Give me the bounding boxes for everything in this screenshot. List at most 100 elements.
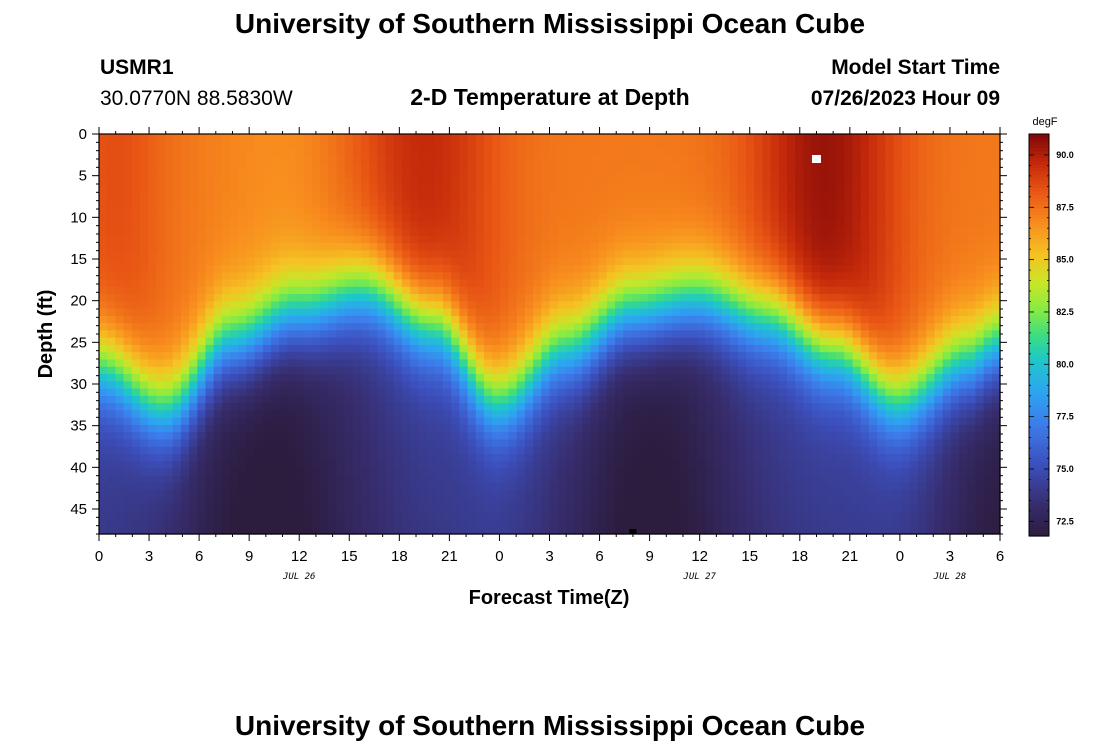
heatmap-cell xyxy=(434,432,444,441)
heatmap-cell xyxy=(590,374,600,382)
heatmap-cell xyxy=(443,163,452,171)
heatmap-cell xyxy=(189,330,198,339)
heatmap-cell xyxy=(328,483,338,491)
heatmap-cell xyxy=(688,243,698,251)
heatmap-cell xyxy=(115,148,125,157)
heatmap-cell xyxy=(107,184,116,193)
heatmap-cell xyxy=(377,490,387,499)
heatmap-cell xyxy=(754,163,764,171)
heatmap-cell xyxy=(762,497,772,506)
heatmap-cell xyxy=(819,134,829,142)
heatmap-cell xyxy=(451,141,460,150)
heatmap-cell xyxy=(352,526,362,535)
heatmap-cell xyxy=(574,403,583,411)
heatmap-cell xyxy=(836,359,845,368)
heatmap-cell xyxy=(295,432,305,441)
heatmap-cell xyxy=(672,286,682,295)
heatmap-cell xyxy=(402,337,411,346)
heatmap-cell xyxy=(361,279,370,288)
heatmap-cell xyxy=(410,257,420,266)
heatmap-cell xyxy=(426,323,436,331)
heatmap-cell xyxy=(721,243,731,251)
heatmap-cell xyxy=(189,315,198,324)
heatmap-cell xyxy=(107,446,116,455)
heatmap-cell xyxy=(754,272,764,281)
heatmap-cell xyxy=(729,519,739,528)
heatmap-cell xyxy=(696,141,706,150)
heatmap-cell xyxy=(131,257,141,266)
heatmap-cell xyxy=(467,199,477,208)
heatmap-cell xyxy=(459,388,469,397)
heatmap-cell xyxy=(721,272,731,281)
heatmap-cell xyxy=(287,483,297,491)
heatmap-cell xyxy=(385,315,395,324)
heatmap-cell xyxy=(369,483,379,491)
heatmap-cell xyxy=(713,235,723,244)
heatmap-cell xyxy=(819,432,829,441)
heatmap-cell xyxy=(443,206,452,215)
heatmap-cell xyxy=(631,141,641,150)
heatmap-cell xyxy=(713,526,723,535)
heatmap-cell xyxy=(647,177,657,186)
heatmap-cell xyxy=(467,170,477,179)
heatmap-cell xyxy=(819,417,829,426)
heatmap-cell xyxy=(230,155,239,164)
heatmap-cell xyxy=(271,504,280,513)
heatmap-cell xyxy=(262,468,272,477)
heatmap-cell xyxy=(336,184,346,193)
heatmap-cell xyxy=(639,468,649,477)
heatmap-cell xyxy=(836,388,845,397)
heatmap-cell xyxy=(664,286,673,295)
heatmap-cell xyxy=(647,301,657,310)
heatmap-cell xyxy=(500,279,510,288)
heatmap-cell xyxy=(565,410,575,419)
heatmap-cell xyxy=(434,228,444,237)
heatmap-cell xyxy=(311,155,321,164)
heatmap-cell xyxy=(565,461,575,470)
heatmap-cell xyxy=(606,148,616,157)
heatmap-cell xyxy=(483,214,493,222)
heatmap-cell xyxy=(344,199,354,208)
heatmap-cell xyxy=(213,206,223,215)
heatmap-cell xyxy=(639,483,649,491)
heatmap-cell xyxy=(664,184,673,193)
heatmap-cell xyxy=(369,206,379,215)
heatmap-cell xyxy=(246,199,256,208)
heatmap-cell xyxy=(598,272,608,281)
heatmap-cell xyxy=(164,497,174,506)
heatmap-cell xyxy=(459,257,469,266)
heatmap-cell xyxy=(623,344,633,353)
heatmap-cell xyxy=(606,134,616,142)
heatmap-cell xyxy=(426,475,436,484)
heatmap-cell xyxy=(377,308,387,317)
heatmap-cell xyxy=(262,279,272,288)
heatmap-cell xyxy=(721,141,731,150)
heatmap-cell xyxy=(410,446,420,455)
heatmap-cell xyxy=(803,461,813,470)
heatmap-cell xyxy=(483,461,493,470)
heatmap-cell xyxy=(156,504,166,513)
heatmap-cell xyxy=(557,374,567,382)
heatmap-cell xyxy=(713,352,723,361)
heatmap-cell xyxy=(639,315,649,324)
heatmap-cell xyxy=(623,461,633,470)
heatmap-cell xyxy=(721,461,731,470)
heatmap-cell xyxy=(516,475,526,484)
heatmap-cell xyxy=(459,272,469,281)
heatmap-cell xyxy=(418,417,428,426)
heatmap-cell xyxy=(434,214,444,222)
heatmap-cell xyxy=(115,366,125,375)
heatmap-cell xyxy=(819,192,829,201)
heatmap-cell xyxy=(410,490,420,499)
heatmap-cell xyxy=(426,344,436,353)
heatmap-cell xyxy=(705,257,714,266)
heatmap-cell xyxy=(565,155,575,164)
heatmap-cell xyxy=(254,155,264,164)
heatmap-cell xyxy=(271,497,280,506)
heatmap-cell xyxy=(156,432,166,441)
heatmap-cell xyxy=(680,228,690,237)
heatmap-cell xyxy=(631,264,641,273)
heatmap-cell xyxy=(483,424,493,433)
heatmap-cell xyxy=(500,163,510,171)
heatmap-cell xyxy=(565,134,575,142)
